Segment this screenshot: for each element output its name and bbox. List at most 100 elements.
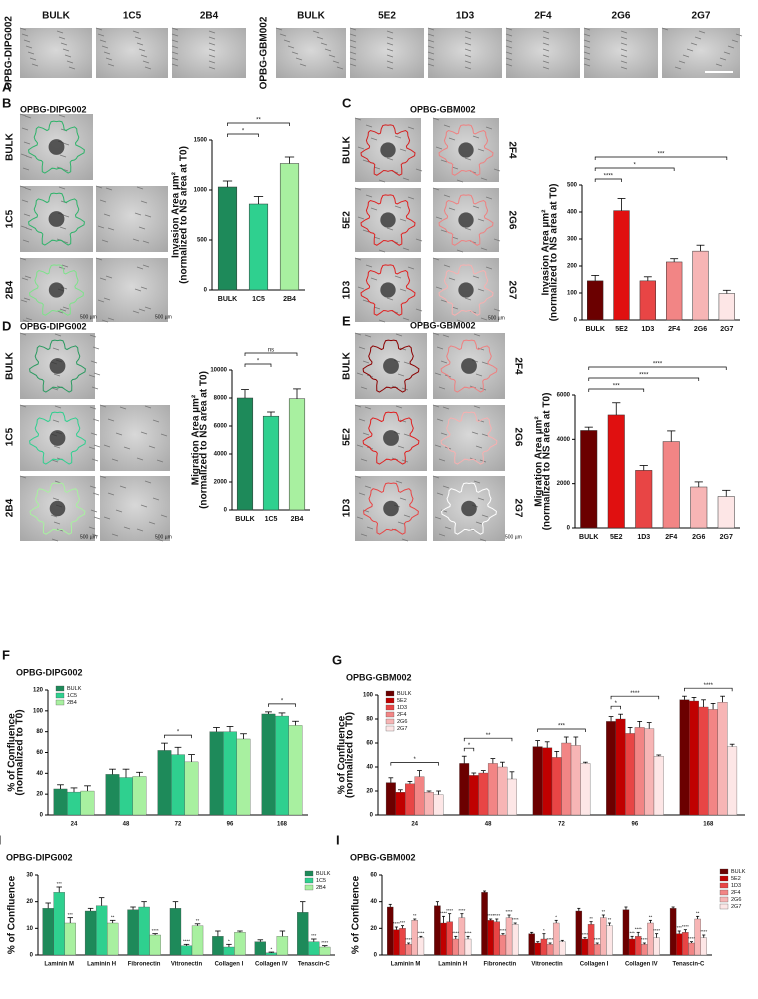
y-tick-label: 10 — [26, 926, 33, 932]
cell — [142, 240, 150, 244]
cell — [320, 42, 328, 46]
bar — [127, 909, 139, 956]
significance-label: ** — [696, 911, 700, 916]
significance-label: **** — [604, 174, 614, 180]
cell — [583, 63, 591, 67]
group-label: OPBG-DIPG002 — [4, 16, 15, 90]
bar — [275, 715, 289, 816]
y-tick-label: 6000 — [557, 393, 571, 399]
cell — [477, 497, 485, 501]
bar — [387, 906, 394, 956]
outline — [438, 124, 494, 176]
cell — [620, 30, 628, 34]
cell — [432, 257, 440, 261]
cell — [53, 373, 61, 377]
y-tick-label: 80 — [366, 717, 373, 723]
bar — [262, 415, 280, 511]
cell — [24, 187, 32, 191]
cell — [134, 212, 142, 216]
y-axis-label: % of Confluence — [337, 715, 348, 794]
cell — [542, 36, 550, 40]
bar — [497, 766, 508, 816]
cell — [620, 66, 628, 70]
cell — [402, 177, 410, 181]
bar — [149, 934, 161, 956]
cell — [432, 332, 440, 336]
cell — [349, 45, 357, 49]
cell — [542, 66, 550, 70]
cell — [61, 264, 69, 268]
scale-label: 500 µm — [155, 534, 172, 540]
cell — [394, 205, 402, 209]
x-tick-label: Fibronectin — [484, 962, 517, 968]
significance-bracket — [463, 747, 475, 752]
significance-label: **** — [446, 908, 453, 913]
x-tick-label: Collagen IV — [255, 962, 288, 968]
cell — [542, 54, 550, 58]
cell — [456, 179, 464, 183]
cell — [136, 186, 144, 190]
cell — [505, 63, 513, 67]
outline — [360, 124, 416, 176]
y-tick-label: 6000 — [214, 424, 228, 430]
group-label: OPBG-GBM002 — [259, 16, 270, 89]
outline — [29, 339, 86, 393]
bar — [493, 921, 501, 956]
bar — [459, 763, 470, 816]
chart-title: OPBG-DIPG002 — [6, 852, 73, 862]
bar — [487, 920, 494, 956]
row-label: 1D3 — [342, 280, 353, 299]
significance-label: **** — [465, 931, 472, 936]
significance-label: ** — [111, 915, 115, 920]
bar — [634, 727, 645, 816]
cell — [661, 27, 669, 31]
y-axis-label: (normalized to NS area at T0) — [179, 146, 190, 284]
significance-label: *** — [311, 933, 317, 938]
significance-label: ** — [608, 917, 612, 922]
cell — [208, 36, 216, 40]
cell — [336, 66, 344, 70]
y-tick-label: 0 — [30, 953, 34, 959]
bar — [727, 746, 738, 816]
cell — [171, 51, 179, 55]
legend-swatch — [304, 870, 314, 877]
column-label: 5E2 — [378, 11, 396, 22]
cell — [134, 288, 142, 292]
legend-swatch — [719, 868, 729, 875]
cell — [365, 264, 373, 268]
cell — [93, 516, 101, 520]
bar — [217, 186, 238, 291]
bar — [236, 738, 251, 816]
y-tick-label: 20 — [366, 789, 373, 795]
cell — [378, 249, 386, 253]
cell — [23, 39, 31, 43]
x-tick-label: 5E2 — [615, 326, 628, 333]
cell — [723, 51, 731, 55]
cell — [456, 249, 464, 253]
cell — [473, 480, 481, 484]
cell — [54, 333, 62, 337]
significance-label: **** — [487, 913, 494, 918]
bar — [532, 746, 543, 816]
cell — [24, 275, 32, 279]
cell — [464, 36, 472, 40]
legend-swatch — [385, 697, 395, 704]
cell — [493, 168, 501, 172]
y-tick-label: 1000 — [194, 188, 208, 194]
cell — [473, 405, 481, 409]
bar — [105, 774, 120, 816]
cell — [144, 66, 152, 70]
significance-label: **** — [639, 373, 649, 379]
significance-label: * — [257, 359, 260, 365]
spheroid — [49, 430, 66, 446]
cell — [715, 63, 723, 67]
bar — [534, 942, 542, 956]
y-axis-label: Migration Area µm² — [191, 394, 202, 485]
significance-label: ** — [413, 913, 417, 918]
cell — [136, 528, 144, 532]
chart-title: OPBG-GBM002 — [346, 672, 412, 682]
cell — [399, 148, 407, 152]
significance-label: **** — [405, 937, 412, 942]
cell — [362, 159, 370, 163]
